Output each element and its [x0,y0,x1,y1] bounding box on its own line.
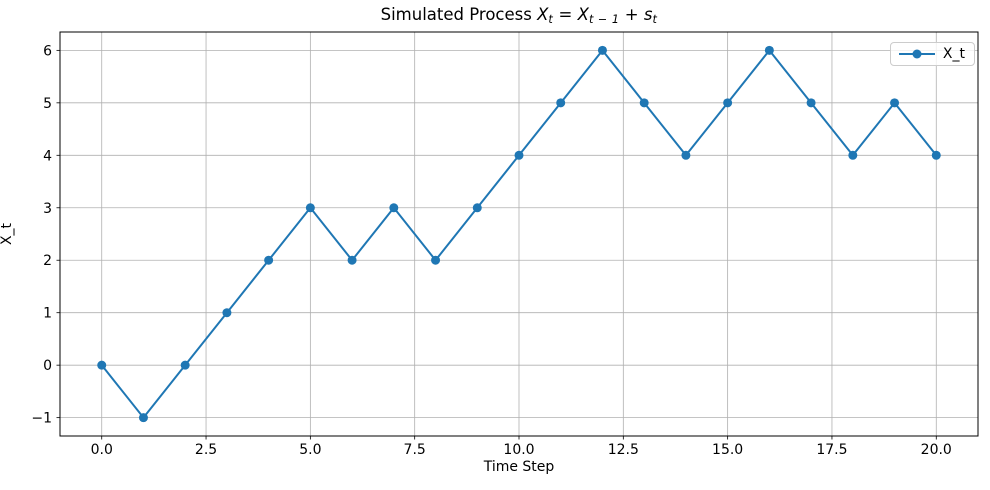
y-axis-label: X_t [0,222,15,246]
y-tick-label: 3 [43,201,52,217]
data-point-marker [806,98,816,108]
data-point-marker [472,203,482,213]
x-tick-label: 2.5 [195,442,217,458]
data-point-marker [848,150,858,160]
data-point-marker [764,45,774,55]
x-tick-label: 5.0 [299,442,321,458]
chart-title-segment: = [553,5,578,24]
data-point-marker [723,98,733,108]
gridlines [60,32,978,436]
data-point-marker [890,98,900,108]
y-tick-label: 4 [43,148,52,164]
data-point-marker [514,150,524,160]
data-point-marker [222,308,232,318]
series-X_t [97,45,941,423]
chart-title-segment: X [537,5,549,24]
x-tick-label: 10.0 [503,442,534,458]
y-tick-label: 2 [43,253,52,269]
data-point-marker [639,98,649,108]
data-point-marker [347,255,357,265]
y-tick-label: 5 [43,96,52,112]
legend: X_t [889,42,975,66]
x-tick-label: 15.0 [712,442,743,458]
data-point-marker [305,203,315,213]
chart-title-segment: t [652,13,658,27]
chart-title-segment: s [643,5,653,24]
chart-title-segment: + [619,5,644,24]
axis-ticks: 0.0 2.5 5.0 7.5 10.0 12.5 15.0 17.5 20.0 −1 0 1 2 3 4 5… [31,43,951,458]
data-point-marker [431,255,441,265]
x-tick-label: 7.5 [404,442,426,458]
x-tick-label: 12.5 [608,442,639,458]
legend-line-sample-icon [898,49,935,59]
data-point-marker [264,255,274,265]
data-point-marker [389,203,399,213]
data-point-marker [180,360,190,370]
data-point-marker [597,45,607,55]
data-point-marker [681,150,691,160]
chart-title-segment: t [548,13,554,27]
data-point-marker [138,413,148,423]
chart-title-segment: Simulated Process [380,5,538,24]
data-point-marker [97,360,107,370]
x-tick-label: 17.5 [816,442,847,458]
legend-entry-label: X_t [942,46,965,62]
data-point-marker [931,150,941,160]
x-tick-label: 20.0 [921,442,952,458]
x-axis-label: Time Step [483,459,555,475]
y-tick-label: 0 [43,358,52,374]
chart-title-segment: X [577,5,589,24]
y-tick-label: 6 [43,43,52,59]
y-tick-label: 1 [43,306,52,322]
x-tick-label: 0.0 [91,442,113,458]
data-point-marker [556,98,566,108]
y-tick-label: −1 [31,411,52,427]
chart-title-segment: t − 1 [588,13,620,27]
chart-title: Simulated Process Xt = Xt − 1 + st [60,5,978,27]
